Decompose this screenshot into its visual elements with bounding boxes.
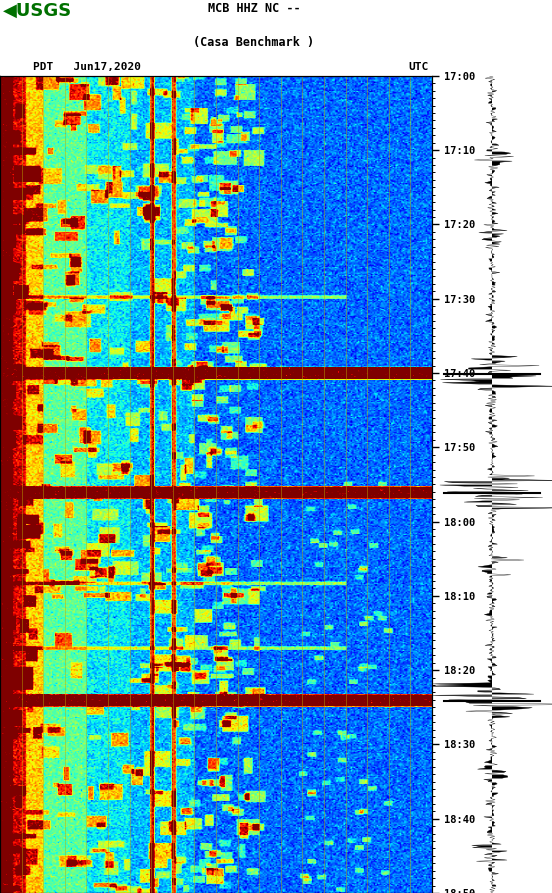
Text: ◀USGS: ◀USGS — [3, 2, 72, 20]
Text: PDT   Jun17,2020: PDT Jun17,2020 — [33, 63, 141, 72]
Text: (Casa Benchmark ): (Casa Benchmark ) — [193, 37, 315, 49]
Text: MCB HHZ NC --: MCB HHZ NC -- — [208, 2, 300, 14]
Text: UTC: UTC — [408, 63, 429, 72]
